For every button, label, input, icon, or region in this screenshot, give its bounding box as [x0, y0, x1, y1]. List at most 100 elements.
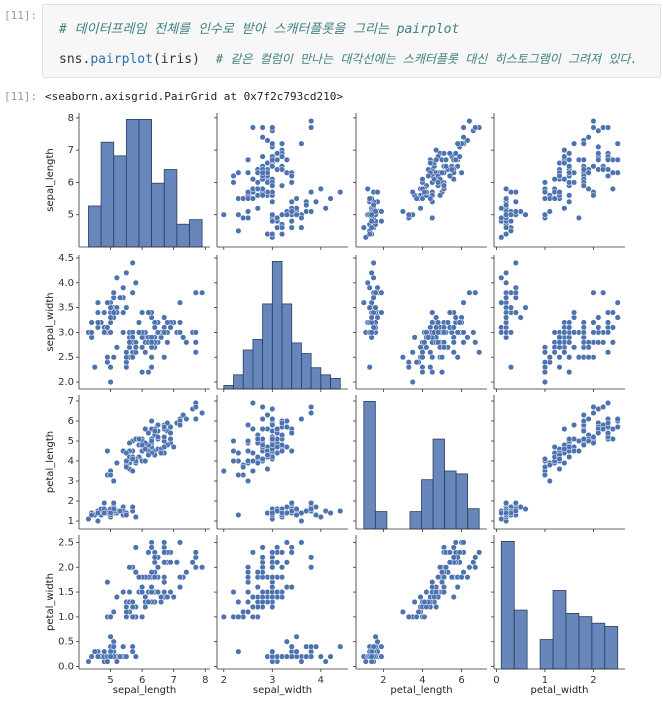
scatter-point — [274, 214, 281, 221]
scatter-point — [189, 559, 196, 566]
scatter-point — [145, 309, 152, 316]
scatter-point — [259, 544, 266, 551]
scatter-point — [288, 224, 295, 231]
y-tick-label: 3.0 — [58, 327, 74, 338]
scatter-point — [154, 421, 161, 429]
scatter-point — [571, 329, 578, 336]
scatter-point — [120, 643, 127, 650]
scatter-point — [427, 195, 434, 202]
scatter-point — [303, 507, 310, 515]
scatter-point — [425, 172, 432, 180]
scatter-point — [308, 118, 315, 125]
scatter-point — [604, 399, 612, 407]
scatter-point — [135, 329, 143, 336]
scatter-point — [110, 643, 117, 650]
scatter-point — [431, 176, 438, 183]
scatter-point — [366, 195, 373, 202]
scatter-point — [259, 598, 266, 606]
scatter-point — [249, 549, 256, 556]
scatter-point — [180, 411, 187, 419]
scatter-point — [278, 564, 286, 571]
scatter-point — [235, 648, 242, 655]
scatter-point — [88, 511, 95, 519]
y-tick-label: 2.5 — [58, 537, 74, 548]
scatter-point — [107, 633, 114, 640]
scatter-point — [123, 511, 130, 519]
scatter-point — [366, 284, 373, 291]
scatter-point — [264, 465, 271, 473]
scatter-point — [464, 574, 471, 581]
scatter-point — [600, 289, 607, 296]
scatter-point — [541, 179, 548, 186]
scatter-point — [600, 425, 607, 433]
scatter-point — [101, 309, 108, 316]
x-tick-label: 2 — [590, 675, 596, 686]
y-tick-label: 2.0 — [58, 377, 74, 388]
scatter-point — [148, 417, 155, 425]
histogram-bar — [151, 182, 165, 248]
y-tick-label: 2.0 — [58, 562, 74, 573]
scatter-point — [460, 539, 467, 546]
scatter-point — [399, 608, 406, 615]
scatter-point — [148, 364, 155, 371]
scatter-point — [507, 329, 515, 336]
scatter-point — [595, 127, 602, 134]
scatter-point — [440, 344, 448, 351]
scatter-point — [566, 198, 573, 205]
scatter-point — [161, 433, 168, 441]
scatter-point — [120, 329, 127, 336]
output-text: <seaborn.axisgrid.PairGrid at 0x7f2c793c… — [45, 90, 344, 103]
histogram-bar — [262, 303, 273, 390]
scatter-point — [288, 429, 295, 437]
scatter-point — [575, 214, 582, 221]
scatter-point — [107, 509, 114, 517]
scatter-point — [274, 150, 281, 157]
x-tick-label: 6 — [458, 675, 464, 686]
scatter-point — [409, 189, 416, 196]
scatter-point — [450, 176, 457, 183]
scatter-point — [94, 309, 101, 316]
scatter-point — [94, 517, 101, 525]
code-cell[interactable]: # 데이터프레임 전체를 인수로 받아 스캐터플롯을 그리는 pairplot … — [42, 4, 661, 78]
scatter-point — [110, 289, 117, 296]
scatter-point — [585, 354, 592, 361]
scatter-point — [88, 653, 95, 660]
scatter-point — [566, 339, 573, 346]
scatter-point — [113, 274, 120, 281]
scatter-point — [269, 509, 276, 517]
scatter-point — [366, 304, 373, 311]
scatter-point — [110, 608, 117, 615]
scatter-point — [399, 354, 406, 361]
scatter-point — [94, 299, 101, 306]
scatter-point — [107, 653, 114, 660]
scatter-point — [308, 564, 315, 571]
histogram-bar — [444, 470, 457, 530]
histogram-bar — [125, 118, 140, 248]
scatter-point — [614, 415, 621, 423]
y-axis-label: petal_length — [45, 431, 56, 493]
y-tick-label: 5 — [68, 210, 74, 221]
scatter-point — [580, 435, 587, 443]
scatter-point — [259, 441, 266, 449]
scatter-point — [142, 457, 149, 465]
scatter-point — [158, 449, 165, 457]
scatter-point — [113, 658, 120, 665]
scatter-point — [235, 211, 242, 218]
scatter-point — [604, 124, 612, 131]
scatter-point — [585, 134, 592, 141]
y-tick-label: 3.5 — [58, 303, 74, 314]
scatter-point — [503, 279, 510, 286]
scatter-point — [199, 289, 206, 296]
y-tick-label: 1 — [68, 516, 74, 527]
scatter-point — [180, 334, 187, 341]
scatter-point — [116, 294, 124, 301]
scatter-point — [132, 513, 139, 521]
histogram-bar — [100, 141, 115, 248]
scatter-point — [595, 314, 602, 321]
y-axis-label: petal_width — [45, 573, 56, 631]
scatter-point — [123, 269, 130, 276]
scatter-point — [566, 324, 573, 331]
histogram-bar — [242, 349, 254, 390]
scatter-point — [604, 156, 612, 163]
